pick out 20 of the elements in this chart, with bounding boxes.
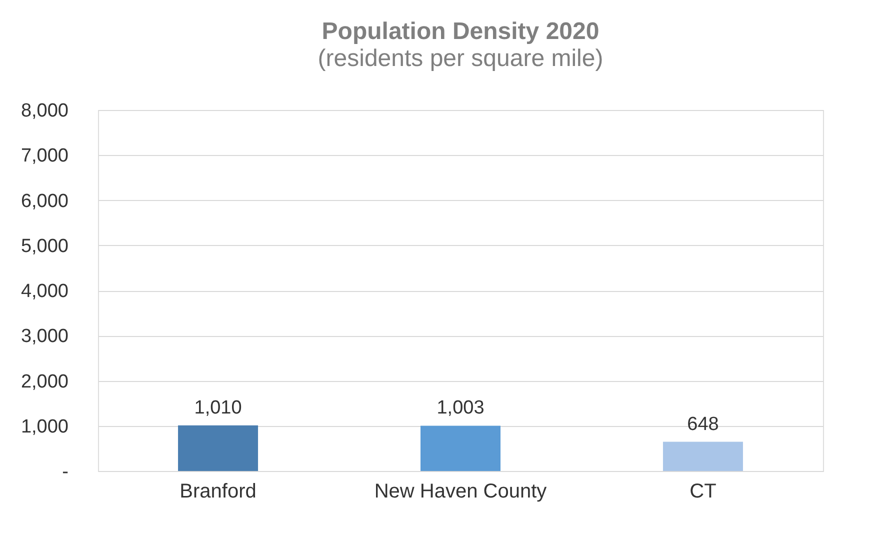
bar bbox=[178, 425, 258, 471]
bar bbox=[662, 442, 743, 471]
y-tick-label: 4,000 bbox=[20, 281, 68, 302]
data-label: 1,010 bbox=[194, 397, 242, 418]
x-tick-label: CT bbox=[690, 480, 716, 502]
y-tick-label: - bbox=[62, 462, 68, 482]
y-tick-label: 8,000 bbox=[20, 100, 68, 122]
data-label: 1,003 bbox=[436, 398, 484, 419]
y-tick-label: 3,000 bbox=[20, 326, 68, 348]
bar bbox=[420, 426, 500, 471]
x-tick-label: New Haven County bbox=[374, 480, 547, 502]
chart-subtitle: (residents per square mile) bbox=[318, 45, 604, 72]
x-tick-label: Branford bbox=[180, 480, 256, 502]
y-tick-label: 5,000 bbox=[20, 236, 68, 257]
y-tick-label: 7,000 bbox=[20, 146, 68, 167]
y-tick-label: 2,000 bbox=[20, 371, 68, 392]
chart-title: Population Density 2020 bbox=[322, 18, 600, 45]
y-tick-label: 1,000 bbox=[20, 416, 68, 438]
y-tick-label: 6,000 bbox=[20, 190, 68, 212]
data-label: 648 bbox=[687, 414, 719, 435]
